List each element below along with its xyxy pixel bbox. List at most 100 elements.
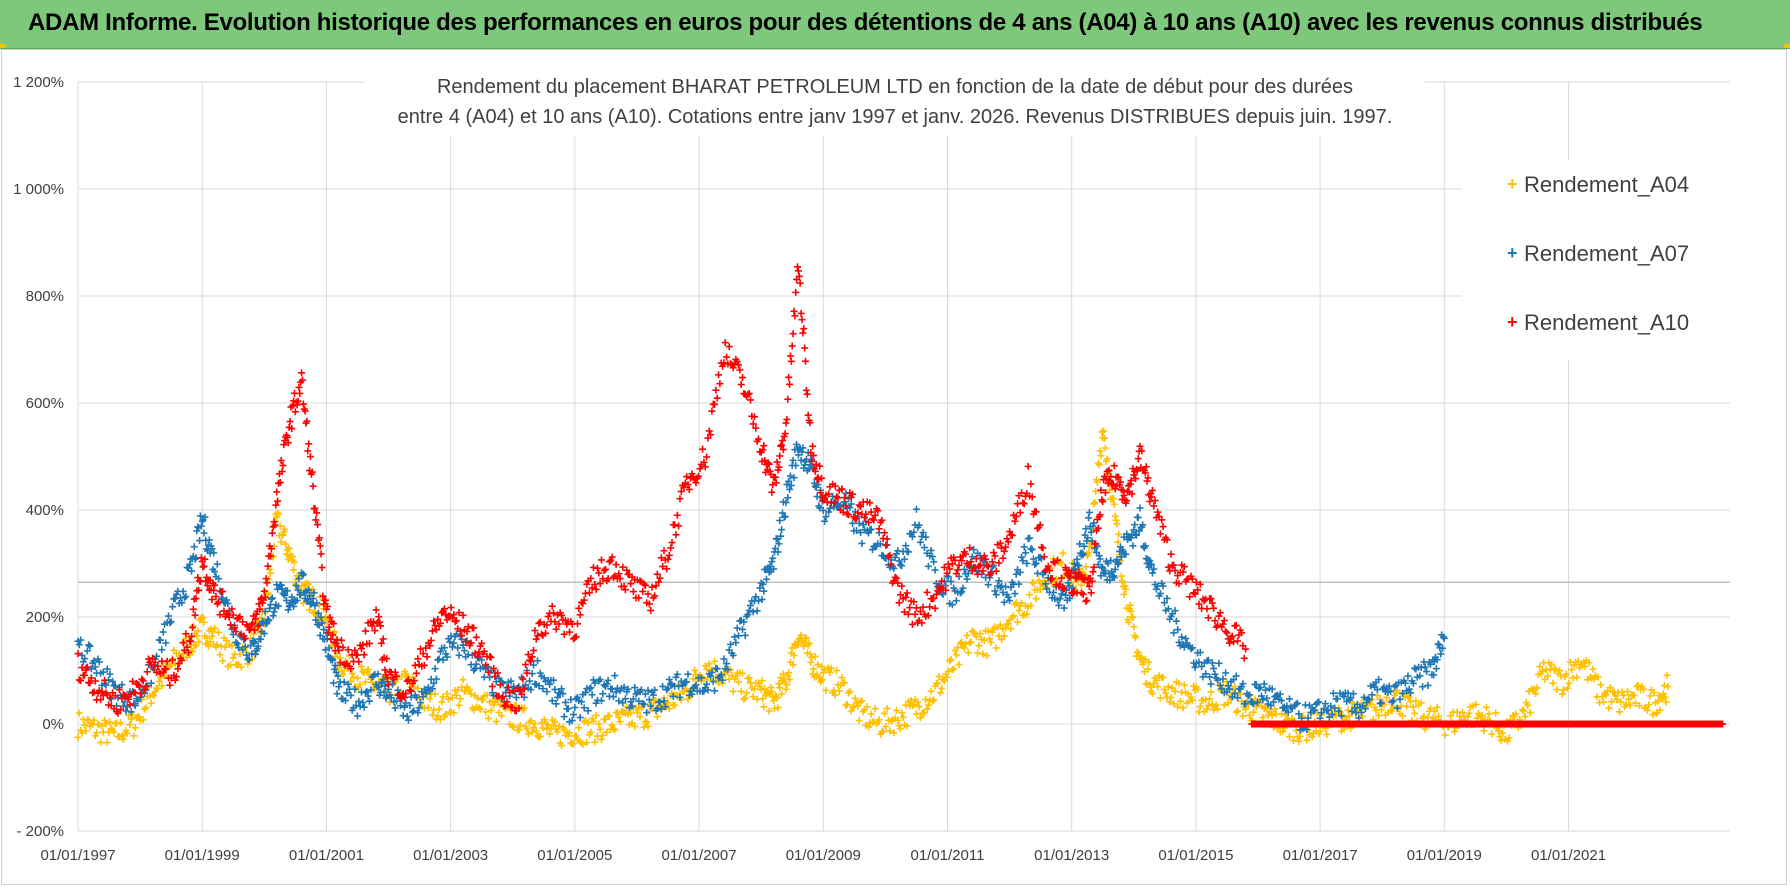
data-point [827,664,835,672]
data-point [641,581,649,589]
data-point [592,585,600,593]
data-point [783,415,791,423]
data-point [484,714,492,722]
data-point [1134,455,1142,463]
data-point [1014,618,1022,626]
data-point [601,715,609,723]
data-point [483,691,491,699]
data-point [1082,597,1090,605]
y-tick-label: 1 200% [13,74,64,91]
data-point [1344,706,1352,714]
data-point [348,670,356,678]
data-point [701,662,709,670]
data-point [1226,639,1234,647]
data-point [450,639,458,647]
data-point [1118,577,1126,585]
data-point [298,369,306,377]
data-point [110,728,118,736]
data-point [1018,553,1026,561]
data-point [745,674,753,682]
data-point [1597,681,1605,689]
data-point [414,684,422,692]
data-point [713,394,721,402]
data-point [1419,683,1427,691]
data-point [805,639,813,647]
data-point [276,522,284,530]
data-point [736,366,744,374]
y-tick-label: - 200% [16,823,64,840]
data-point [1663,671,1671,679]
series-layer [74,263,1727,750]
data-point [616,718,624,726]
data-point [735,632,743,640]
data-point [130,732,138,740]
data-point [644,722,652,730]
data-point [631,723,639,731]
data-point [126,721,134,729]
y-tick-label: 1 000% [13,181,64,198]
data-point [609,725,617,733]
data-point [1097,452,1105,460]
data-point [604,676,612,684]
data-point [924,701,932,709]
data-point [789,330,797,338]
data-point [470,624,478,632]
data-point [275,510,283,518]
data-point [1096,447,1104,455]
data-point [1087,589,1095,597]
data-point [1059,549,1067,557]
data-point [671,701,679,709]
data-point [512,694,520,702]
data-point [1023,610,1031,618]
data-point [523,725,531,733]
data-point [1520,707,1528,715]
data-point [1216,609,1224,617]
data-point [103,738,111,746]
data-point [1616,708,1624,716]
data-point [987,638,995,646]
data-point [90,716,98,724]
data-point [487,653,495,661]
data-point [551,686,559,694]
data-point [194,627,202,635]
data-point [1020,500,1028,508]
data-point [1646,692,1654,700]
data-point [1111,512,1119,520]
data-point [546,730,554,738]
data-point [1295,737,1303,745]
data-point [1170,629,1178,637]
data-point [778,690,786,698]
data-point [1124,618,1132,626]
data-point [954,566,962,574]
data-point [880,529,888,537]
data-point [998,635,1006,643]
data-point [903,589,911,597]
data-point [931,604,939,612]
data-point [587,728,595,736]
data-point [797,309,805,317]
data-point [1660,682,1668,690]
y-tick-label: 600% [26,395,64,412]
data-point [268,529,276,537]
data-point [880,709,888,717]
data-point [117,719,125,727]
data-point [743,689,751,697]
data-point [78,729,86,737]
data-point [1018,599,1026,607]
data-point [599,690,607,698]
data-point [923,588,931,596]
data-point [757,686,765,694]
data-point [528,728,536,736]
data-point [363,687,371,695]
data-point [833,667,841,675]
data-point [1232,708,1240,716]
data-point [101,716,109,724]
data-point [434,712,442,720]
data-point [439,693,447,701]
data-point [98,722,106,730]
data-point [524,730,532,738]
data-point [1156,530,1164,538]
data-point [940,677,948,685]
data-point [849,704,857,712]
data-point [1011,590,1019,598]
